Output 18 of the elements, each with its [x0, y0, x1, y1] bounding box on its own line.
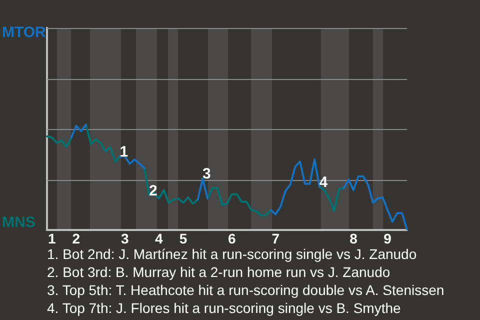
x-tick-label: 9: [384, 230, 392, 246]
text: MTOR: [2, 24, 46, 41]
x-tick-label: 8: [350, 230, 358, 246]
annotation: 2: [148, 182, 158, 200]
x-tick-label: 3: [120, 230, 129, 246]
x-tick-label: 6: [228, 230, 236, 246]
x-tick-label: 4: [154, 230, 163, 246]
x-tick-label: 2: [72, 230, 80, 246]
x-tick-label: 1: [48, 230, 56, 246]
text: 1. Bot 2nd: J. Martínez hit a run-scoring single vs J. Zanudo: [47, 245, 418, 263]
annotation: 4: [319, 174, 328, 192]
annotation: 3: [202, 166, 211, 183]
text: MNS: [2, 214, 36, 231]
x-tick-label: 5: [179, 230, 188, 246]
text: 3. Top 5th: T. Heathcote hit a run-scoring double vs A. Stenissen: [47, 281, 444, 299]
x-tick-label: 7: [272, 230, 280, 246]
text: 4. Top 7th: J. Flores hit a run-scoring single vs B. Smythe: [47, 299, 402, 317]
text: 2. Bot 3rd: B. Murray hit a 2-run home run vs J. Zanudo: [47, 263, 392, 281]
